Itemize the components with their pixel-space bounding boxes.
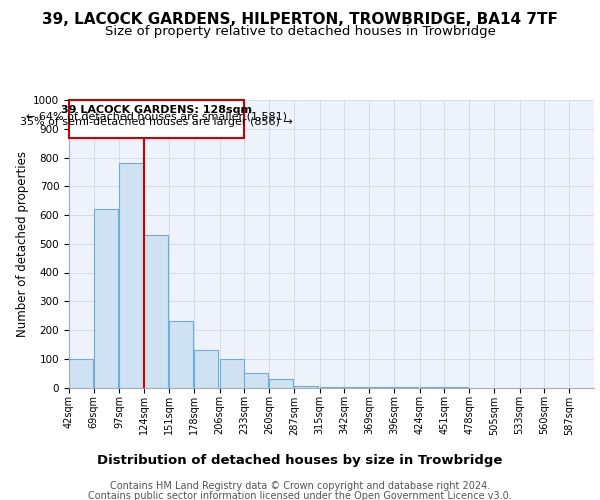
Bar: [320, 386, 344, 388]
Text: Distribution of detached houses by size in Trowbridge: Distribution of detached houses by size …: [97, 454, 503, 467]
Y-axis label: Number of detached properties: Number of detached properties: [16, 151, 29, 337]
Bar: [269, 379, 293, 388]
Text: Contains public sector information licensed under the Open Government Licence v3: Contains public sector information licen…: [88, 491, 512, 500]
Text: Contains HM Land Registry data © Crown copyright and database right 2024.: Contains HM Land Registry data © Crown c…: [110, 481, 490, 491]
Bar: [220, 359, 244, 388]
Text: 39, LACOCK GARDENS, HILPERTON, TROWBRIDGE, BA14 7TF: 39, LACOCK GARDENS, HILPERTON, TROWBRIDG…: [42, 12, 558, 28]
FancyBboxPatch shape: [69, 100, 244, 138]
Bar: [169, 322, 193, 388]
Text: 35% of semi-detached houses are larger (856) →: 35% of semi-detached houses are larger (…: [20, 118, 293, 128]
Bar: [144, 235, 169, 388]
Bar: [94, 210, 118, 388]
Bar: [119, 164, 143, 388]
Bar: [244, 373, 268, 388]
Bar: [344, 387, 368, 388]
Bar: [69, 359, 93, 388]
Text: 39 LACOCK GARDENS: 128sqm: 39 LACOCK GARDENS: 128sqm: [61, 106, 252, 116]
Bar: [294, 386, 318, 388]
Text: Size of property relative to detached houses in Trowbridge: Size of property relative to detached ho…: [104, 25, 496, 38]
Bar: [194, 350, 218, 388]
Text: ← 64% of detached houses are smaller (1,581): ← 64% of detached houses are smaller (1,…: [26, 112, 287, 122]
